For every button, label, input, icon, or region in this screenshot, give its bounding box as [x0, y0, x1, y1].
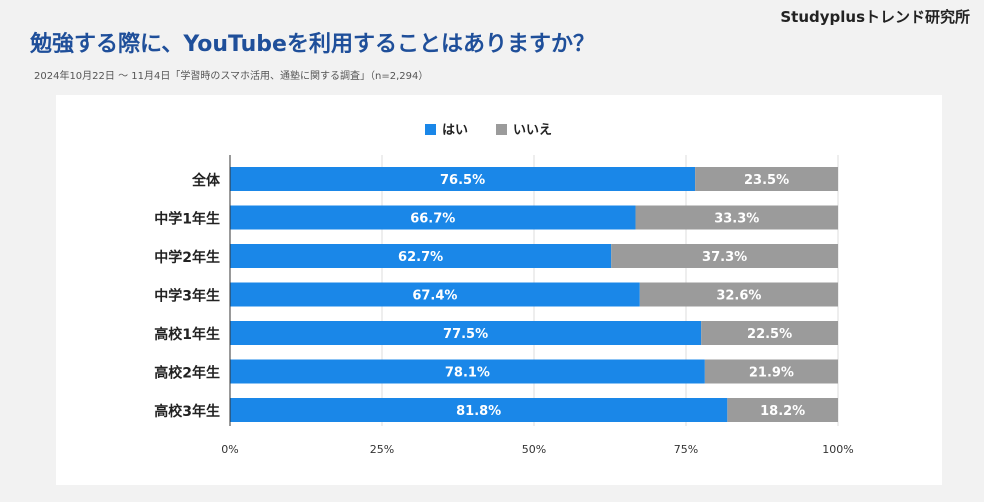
- category-label: 中学1年生: [154, 211, 220, 228]
- bar-segment: [230, 205, 636, 230]
- data-label: 78.1%: [445, 366, 490, 381]
- category-label: 高校3年生: [154, 403, 220, 420]
- category-label: 高校1年生: [154, 326, 220, 343]
- x-tick-label: 50%: [522, 443, 546, 456]
- data-label: 33.3%: [714, 212, 759, 227]
- data-label: 18.2%: [760, 404, 805, 419]
- data-label: 23.5%: [744, 173, 789, 188]
- data-label: 32.6%: [716, 289, 761, 304]
- data-label: 37.3%: [702, 250, 747, 265]
- data-label: 67.4%: [412, 289, 457, 304]
- category-label: 高校2年生: [154, 365, 220, 382]
- legend-label: いいえ: [513, 123, 552, 138]
- x-tick-label: 75%: [674, 443, 698, 456]
- bar-segment: [230, 282, 640, 307]
- bar-segment: [635, 205, 838, 230]
- data-label: 66.7%: [410, 212, 455, 227]
- bar-segment: [704, 359, 838, 384]
- bar-segment: [727, 398, 838, 422]
- x-tick-label: 100%: [822, 443, 853, 456]
- legend-label: はい: [442, 123, 468, 138]
- data-label: 77.5%: [443, 327, 488, 342]
- data-label: 76.5%: [440, 173, 485, 188]
- bar-segment: [230, 167, 696, 191]
- x-tick-label: 0%: [221, 443, 238, 456]
- data-label: 21.9%: [749, 366, 794, 381]
- survey-subtitle: 2024年10月22日 〜 11月4日「学習時のスマホ活用、通塾に関する調査」（…: [34, 71, 429, 82]
- bar-segment: [230, 398, 728, 422]
- bar-segment: [230, 359, 705, 384]
- page-title: 勉強する際に、YouTubeを利用することはありますか？: [30, 32, 595, 57]
- data-label: 22.5%: [747, 327, 792, 342]
- legend-swatch: [425, 124, 436, 135]
- x-tick-label: 25%: [370, 443, 394, 456]
- legend-swatch: [496, 124, 507, 135]
- data-label: 81.8%: [456, 404, 501, 419]
- bar-segment: [695, 167, 838, 191]
- bar-segment: [639, 282, 838, 307]
- bar-segment: [611, 244, 838, 268]
- category-label: 中学2年生: [154, 249, 220, 266]
- brand-logo-text: Studyplusトレンド研究所: [780, 8, 970, 26]
- bar-segment: [230, 244, 612, 268]
- category-label: 全体: [191, 172, 221, 189]
- category-label: 中学3年生: [154, 288, 220, 305]
- bar-segment: [230, 321, 702, 345]
- data-label: 62.7%: [398, 250, 443, 265]
- bar-segment: [701, 321, 838, 345]
